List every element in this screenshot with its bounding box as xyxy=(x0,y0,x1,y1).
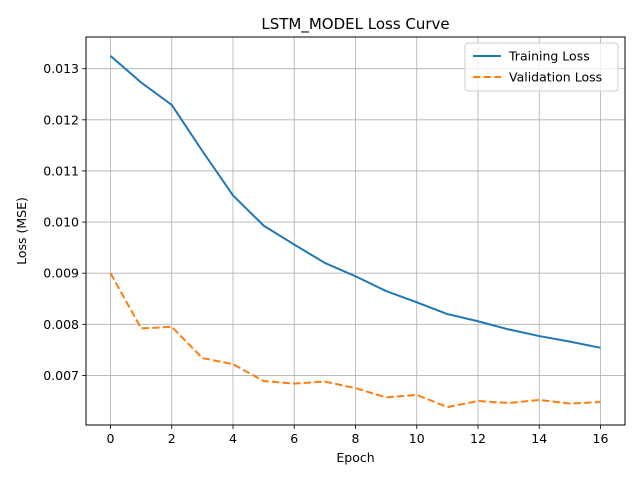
grid xyxy=(86,37,625,425)
legend-label: Training Loss xyxy=(508,49,590,64)
chart-title: LSTM_MODEL Loss Curve xyxy=(261,15,449,34)
x-tick-label: 12 xyxy=(470,431,486,446)
ticks: 0 2 4 6 8 10 12 14 16 0.007 0.008 0.009 0.010 0.011 0.… xyxy=(43,61,608,446)
x-tick-label: 0 xyxy=(107,431,115,446)
legend: Training Loss Validation Loss xyxy=(464,42,619,92)
x-tick-label: 14 xyxy=(531,431,547,446)
series-lines xyxy=(109,55,601,409)
x-tick-label: 16 xyxy=(593,431,609,446)
y-tick-label: 0.010 xyxy=(43,215,79,230)
y-tick-label: 0.007 xyxy=(43,368,79,383)
y-axis-label: Loss (MSE) xyxy=(14,197,29,265)
legend-label: Validation Loss xyxy=(509,70,602,85)
x-tick-label: 10 xyxy=(409,431,425,446)
y-tick-label: 0.013 xyxy=(43,61,79,76)
legend-box xyxy=(464,42,619,92)
y-tick-label: 0.011 xyxy=(43,163,79,178)
y-tick-label: 0.008 xyxy=(43,317,79,332)
x-tick-label: 6 xyxy=(290,431,298,446)
x-tick-label: 2 xyxy=(168,431,176,446)
x-tick-label: 8 xyxy=(352,431,360,446)
validation-loss-line xyxy=(109,272,601,409)
y-tick-label: 0.009 xyxy=(43,266,79,281)
x-axis-label: Epoch xyxy=(336,450,374,465)
x-tick-label: 4 xyxy=(229,431,237,446)
y-tick-label: 0.012 xyxy=(43,112,79,127)
training-loss-line xyxy=(109,55,601,349)
